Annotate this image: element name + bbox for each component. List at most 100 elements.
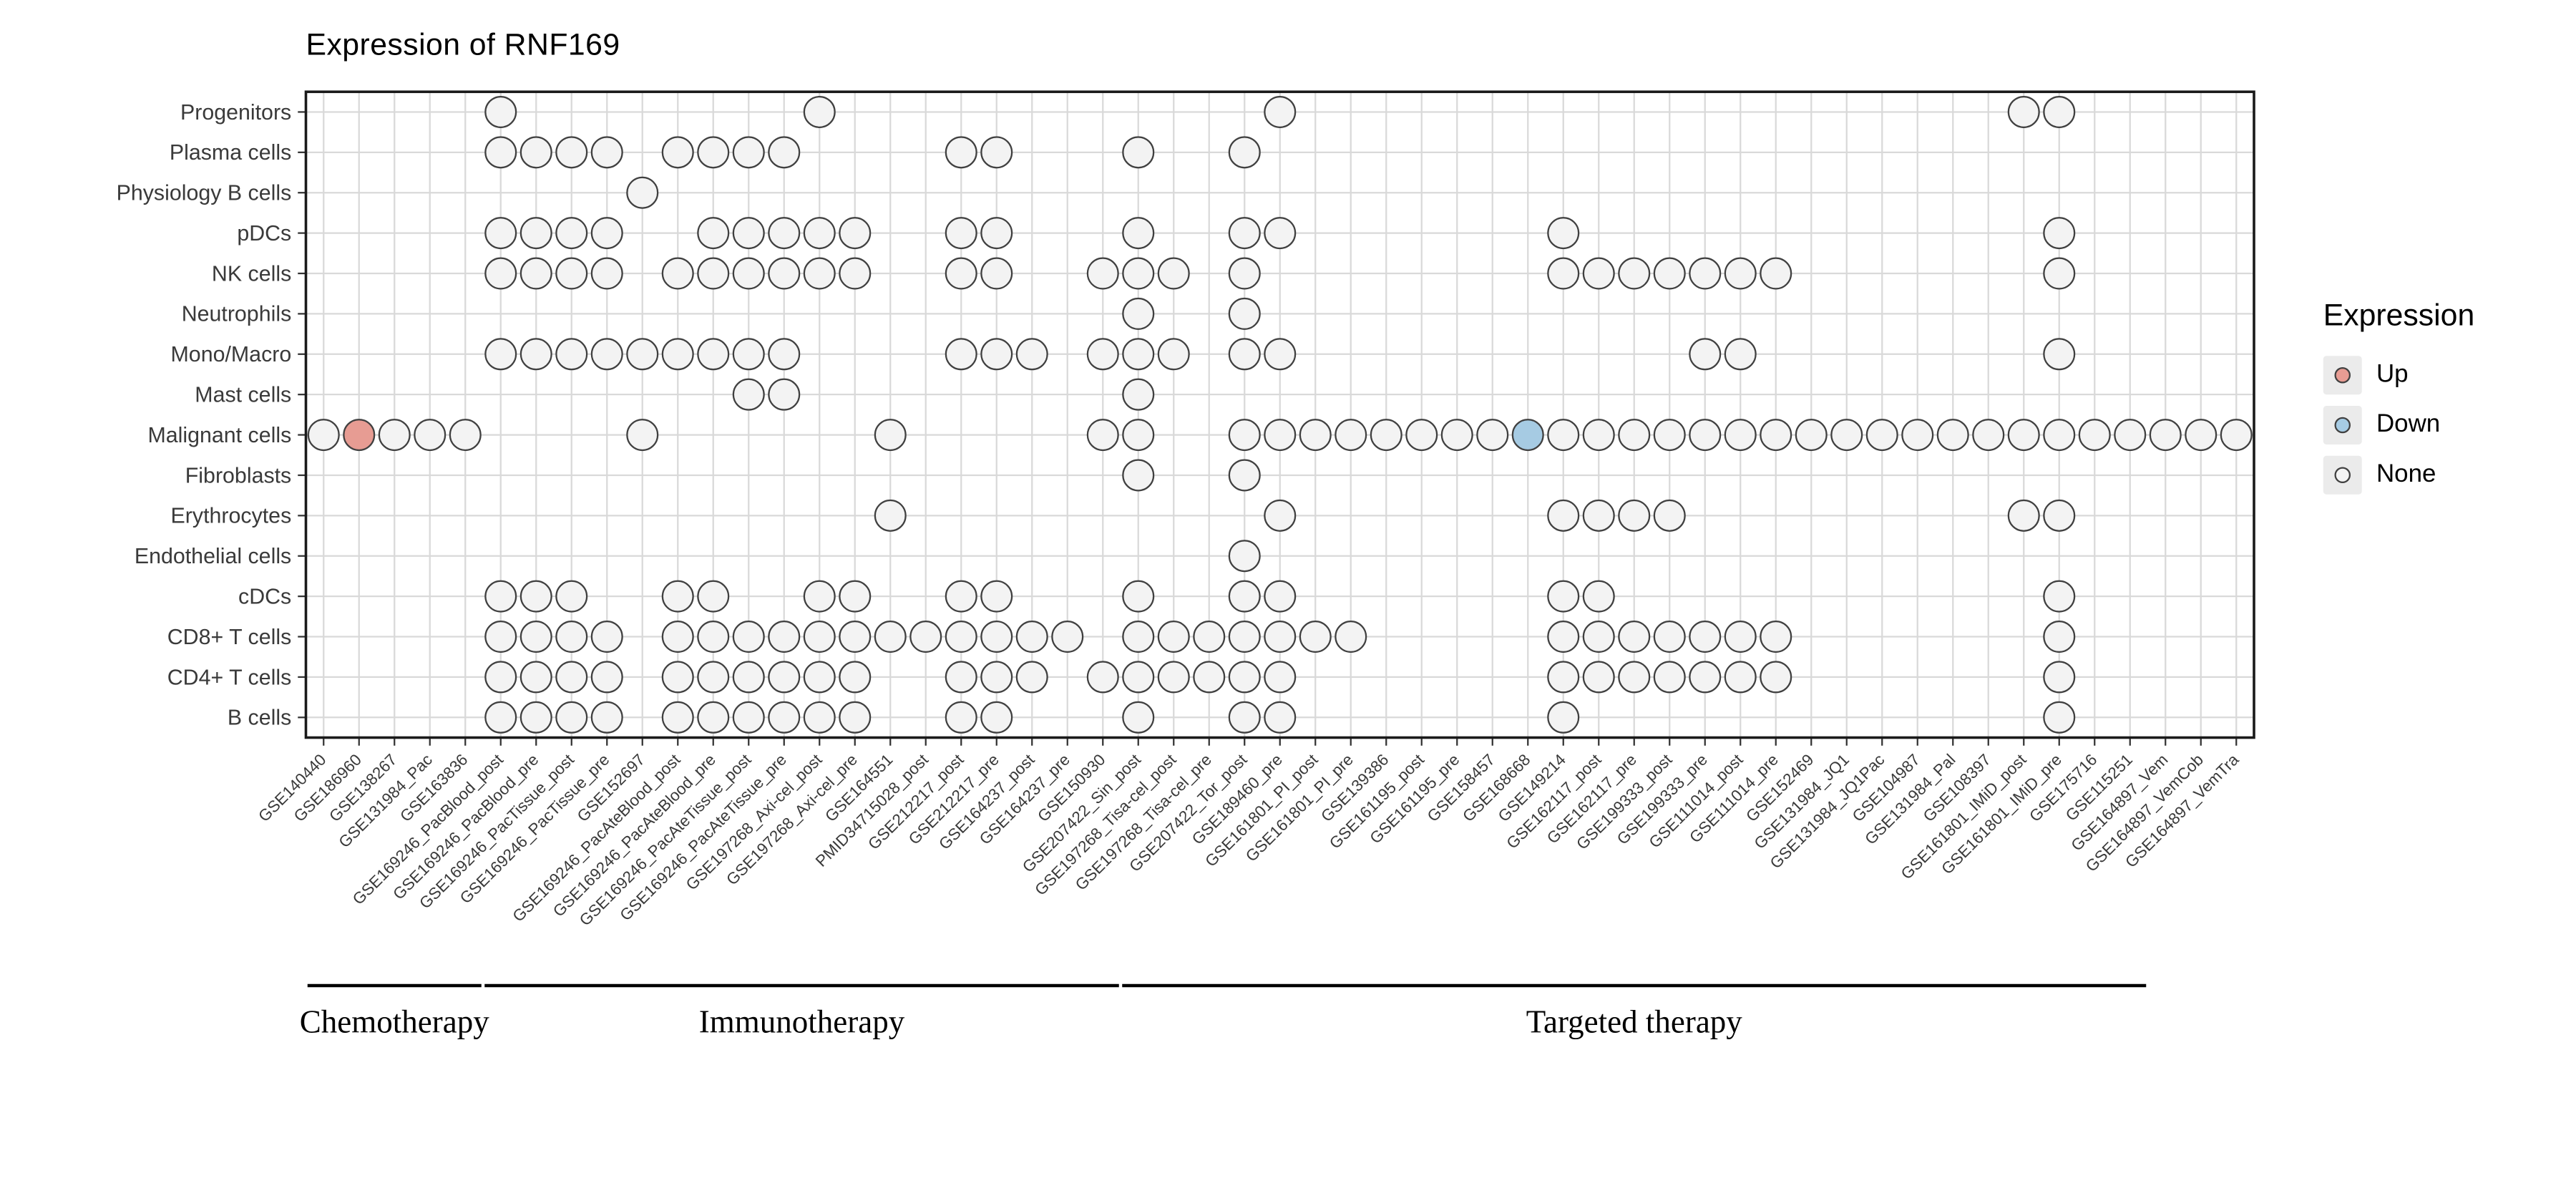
expression-dot-none (661, 257, 694, 290)
expression-dot-none (874, 499, 907, 532)
expression-dot-none (1582, 257, 1615, 290)
row-label: Plasma cells (170, 141, 291, 165)
therapy-group-label: Chemotherapy (300, 1003, 489, 1039)
expression-dot-none (980, 580, 1013, 613)
panel-border (304, 90, 2255, 739)
expression-dot-none (1264, 701, 1297, 734)
row-label: cDCs (238, 585, 291, 608)
expression-dot-none (1122, 338, 1155, 371)
expression-dot-none (484, 217, 517, 250)
expression-dot-none (1724, 257, 1757, 290)
expression-dot-none (1299, 419, 1332, 452)
expression-dot-none (2043, 701, 2076, 734)
expression-dot-none (1689, 621, 1722, 653)
expression-dot-none (1760, 419, 1792, 452)
expression-dot-none (1547, 621, 1580, 653)
expression-dot-none (1015, 338, 1048, 371)
expression-dot-none (661, 621, 694, 653)
expression-dot-none (519, 217, 552, 250)
expression-dot-none (484, 136, 517, 169)
expression-dot-none (732, 621, 765, 653)
expression-dot-none (555, 257, 588, 290)
expression-dot-none (839, 580, 872, 613)
expression-dot-none (1689, 338, 1722, 371)
expression-dot-none (1582, 580, 1615, 613)
expression-dot-none (1760, 661, 1792, 694)
expression-dot-up (343, 419, 376, 452)
expression-dot-none (1086, 338, 1119, 371)
legend-label-up: Up (2376, 361, 2409, 389)
expression-dot-none (484, 701, 517, 734)
expression-dot-none (768, 378, 801, 411)
legend-title: Expression (2323, 299, 2475, 334)
expression-dot-none (1086, 661, 1119, 694)
expression-dot-none (1228, 136, 1261, 169)
expression-dot-none (661, 661, 694, 694)
expression-dot-none (1440, 419, 1473, 452)
expression-dot-none (626, 419, 659, 452)
expression-dot-none (980, 621, 1013, 653)
expression-dot-none (1264, 338, 1297, 371)
row-label: pDCs (237, 222, 291, 246)
expression-dot-none (945, 136, 977, 169)
expression-dot-none (1689, 257, 1722, 290)
expression-dot-none (590, 661, 623, 694)
expression-dot-none (2043, 217, 2076, 250)
expression-dot-none (1193, 661, 1226, 694)
expression-dot-none (1547, 499, 1580, 532)
expression-dot-none (1724, 338, 1757, 371)
expression-dot-none (2078, 419, 2111, 452)
expression-dot-none (1157, 338, 1190, 371)
expression-dot-none (1653, 621, 1686, 653)
chart-title: Expression of RNF169 (306, 29, 620, 63)
expression-dot-none (945, 661, 977, 694)
expression-dot-none (1086, 419, 1119, 452)
expression-dot-none (1865, 419, 1898, 452)
expression-dot-none (803, 257, 836, 290)
expression-dot-none (1122, 136, 1155, 169)
expression-dot-none (1228, 701, 1261, 734)
expression-dot-none (1051, 621, 1084, 653)
dots (307, 95, 2253, 734)
expression-dot-none (1228, 338, 1261, 371)
expression-dot-none (980, 217, 1013, 250)
expression-dot-none (945, 338, 977, 371)
expression-dot-none (555, 217, 588, 250)
expression-dot-none (1228, 217, 1261, 250)
expression-dot-none (1228, 661, 1261, 694)
expression-dot-none (732, 217, 765, 250)
expression-dot-none (1370, 419, 1402, 452)
expression-dot-none (697, 621, 730, 653)
expression-dot-none (1122, 419, 1155, 452)
expression-dot-none (1264, 661, 1297, 694)
row-label: Endothelial cells (135, 545, 291, 568)
expression-dot-none (1724, 621, 1757, 653)
expression-dot-none (1901, 419, 1934, 452)
expression-dot-none (697, 338, 730, 371)
expression-dot-none (519, 338, 552, 371)
row-label: Neutrophils (182, 303, 292, 326)
expression-dot-none (839, 661, 872, 694)
expression-dot-none (768, 338, 801, 371)
expression-dot-none (768, 621, 801, 653)
expression-dot-none (697, 701, 730, 734)
expression-dot-none (2149, 419, 2182, 452)
expression-dot-none (980, 136, 1013, 169)
expression-dot-none (484, 661, 517, 694)
expression-dot-none (1618, 419, 1651, 452)
expression-dot-none (1547, 257, 1580, 290)
expression-dot-none (697, 136, 730, 169)
row-label: Mono/Macro (171, 343, 292, 366)
expression-dot-none (732, 338, 765, 371)
expression-dot-none (2043, 338, 2076, 371)
expression-dot-none (1157, 257, 1190, 290)
expression-dot-none (590, 136, 623, 169)
expression-dot-none (1157, 621, 1190, 653)
expression-dot-none (732, 701, 765, 734)
expression-dot-none (555, 701, 588, 734)
expression-dot-none (2043, 580, 2076, 613)
legend-label-none: None (2376, 460, 2436, 488)
expression-dot-none (590, 257, 623, 290)
expression-dot-none (1405, 419, 1438, 452)
expression-dot-none (378, 419, 411, 452)
